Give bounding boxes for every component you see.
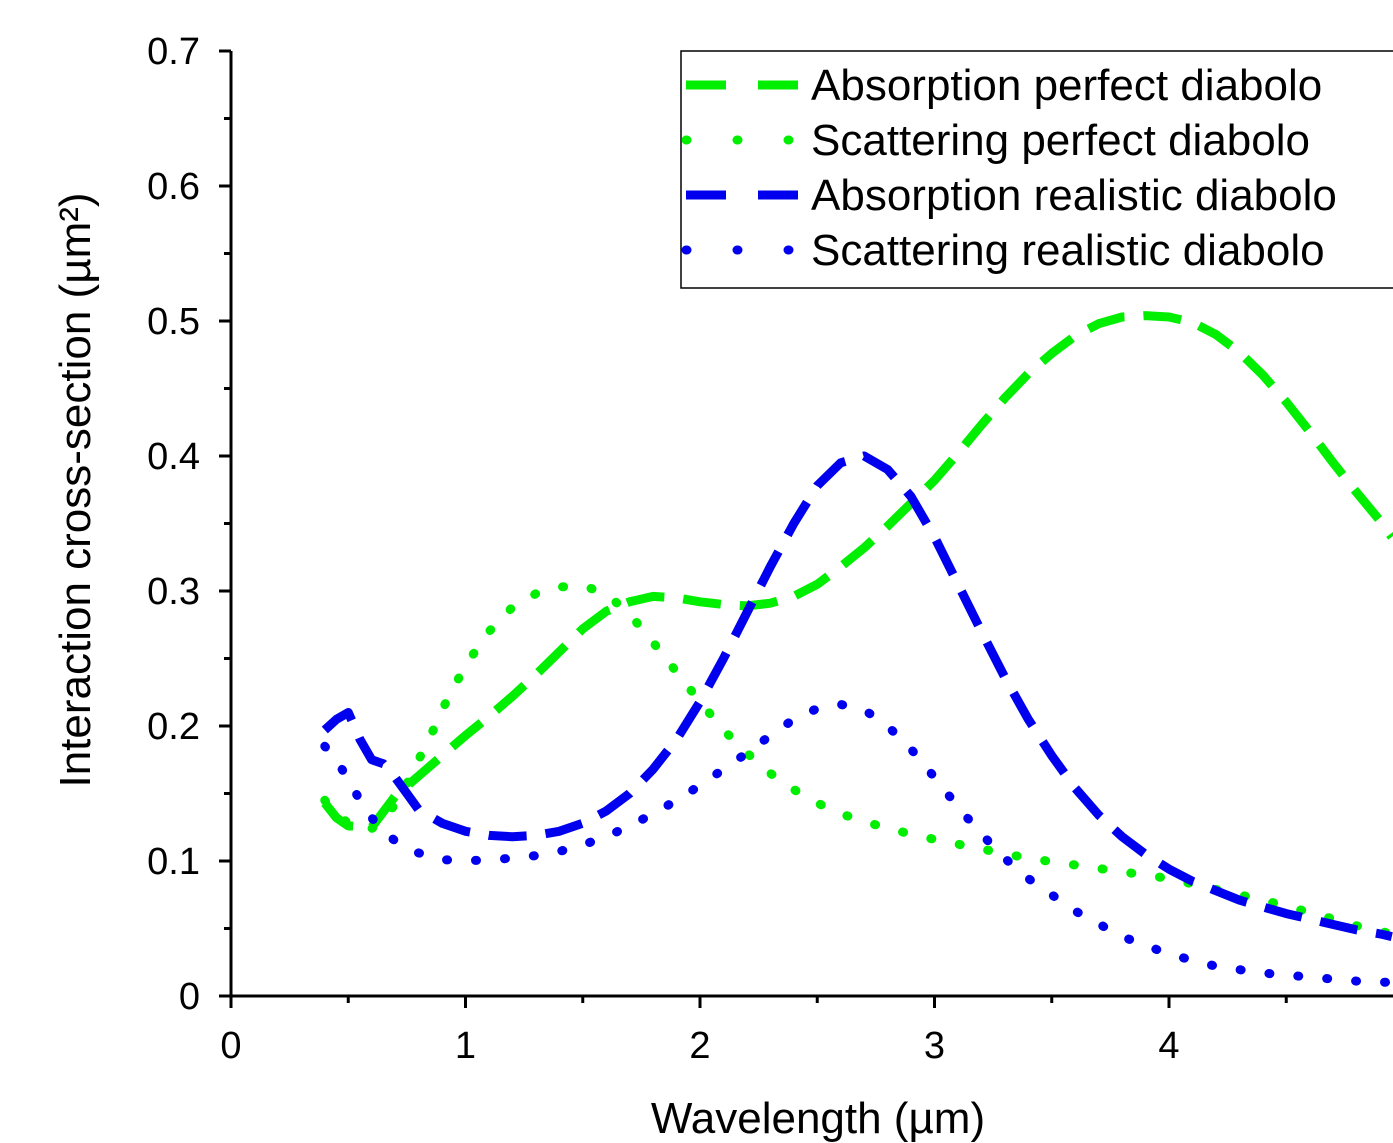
x-tick-label-4: 4 bbox=[1158, 1025, 1179, 1067]
y-tick-label-7: 0.7 bbox=[147, 31, 200, 73]
x-tick-label-0: 0 bbox=[220, 1025, 241, 1067]
legend-items: Absorption perfect diabolo Scattering per… bbox=[681, 61, 1337, 275]
legend-label-2: Absorption realistic diabolo bbox=[811, 171, 1337, 220]
series-line-0 bbox=[321, 311, 1393, 832]
series-layer bbox=[320, 311, 1393, 987]
ticks: 0 1 2 3 4 0 0.1 0.2 0.3 0.4 0.5 0.6 0.7 bbox=[147, 31, 1288, 1067]
y-tick-label-4: 0.4 bbox=[147, 436, 200, 478]
legend-label-1: Scattering perfect diabolo bbox=[811, 116, 1310, 165]
series-line-2 bbox=[321, 451, 1393, 941]
x-tick-label-3: 3 bbox=[924, 1025, 945, 1067]
y-axis-title: Interaction cross-section (µm²) bbox=[51, 192, 100, 787]
legend-label-0: Absorption perfect diabolo bbox=[811, 61, 1322, 110]
series-line-1 bbox=[320, 581, 1393, 939]
x-tick-label-2: 2 bbox=[689, 1025, 710, 1067]
legend: Absorption perfect diabolo Scattering per… bbox=[680, 50, 1393, 289]
legend-label-3: Scattering realistic diabolo bbox=[811, 226, 1325, 275]
y-tick-label-2: 0.2 bbox=[147, 706, 200, 748]
x-tick-label-1: 1 bbox=[455, 1025, 476, 1067]
y-tick-label-0: 0 bbox=[179, 976, 200, 1018]
y-tick-label-3: 0.3 bbox=[147, 571, 200, 613]
legend-box bbox=[680, 50, 1393, 289]
y-tick-label-1: 0.1 bbox=[147, 841, 200, 883]
series-line-3 bbox=[320, 699, 1393, 987]
x-axis-title: Wavelength (µm) bbox=[651, 1094, 985, 1143]
y-tick-label-5: 0.5 bbox=[147, 301, 200, 343]
y-tick-label-6: 0.6 bbox=[147, 166, 200, 208]
